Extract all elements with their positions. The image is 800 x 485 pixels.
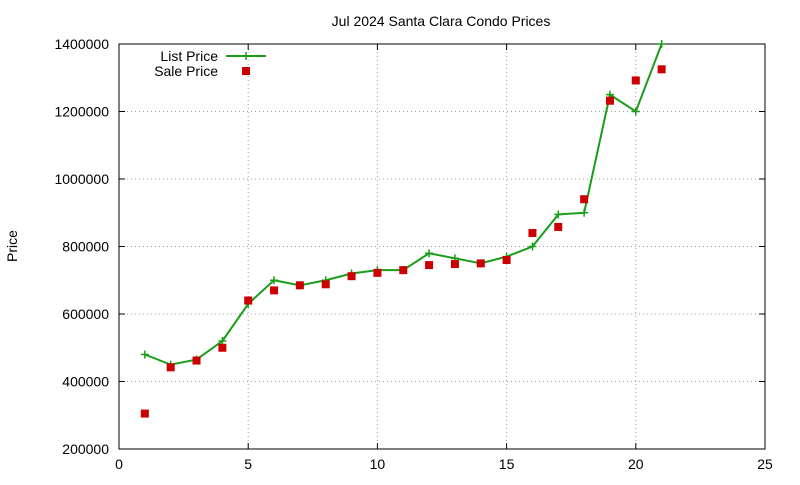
grid-lines [119,44,765,449]
sale-price-point [605,96,614,105]
y-tick-label: 600000 [62,306,109,322]
list-price-point [218,337,227,345]
x-tick-label: 20 [628,456,644,472]
legend-label: Sale Price [154,63,218,79]
y-tick-label: 1400000 [54,36,109,52]
list-price-point [528,242,537,251]
list-price-point [270,276,279,285]
sale-price-point [192,356,201,365]
sale-price-point [218,343,227,352]
y-tick-label: 1200000 [54,104,109,120]
sale-price-point [425,261,434,270]
sale-price-point [295,281,304,290]
x-tick-label: 25 [757,456,773,472]
sale-price-point [270,286,279,295]
legend-square-swatch [242,67,250,75]
sale-price-point [450,260,459,269]
sale-price-point [399,266,408,275]
sale-price-point [580,195,589,204]
list-price-point [425,249,434,258]
list-price-point [554,210,563,219]
chart-title: Jul 2024 Santa Clara Condo Prices [332,13,551,29]
axes: 0 5 10 15 20 25 200000 400000 600000 800000 100000… [54,36,773,472]
y-tick-label: 1000000 [54,171,109,187]
sale-price-point [554,222,563,231]
list-price-point [657,40,666,48]
y-tick-label: 800000 [62,239,109,255]
sale-price-point [502,256,511,264]
list-price-point [580,208,589,217]
legend-cross-swatch [242,52,250,60]
legend-label: List Price [160,48,218,64]
y-tick-label: 200000 [62,441,109,457]
list-price-point [631,107,640,116]
sale-price-point [476,259,485,268]
sale-price-point [321,280,330,289]
sale-price-point [373,268,382,277]
list-price-point [140,350,149,359]
x-tick-label: 0 [115,456,123,472]
sale-price-point [347,272,356,281]
sale-price-point [631,76,640,85]
x-tick-label: 15 [499,456,515,472]
y-tick-label: 400000 [62,374,109,390]
x-tick-label: 5 [244,456,252,472]
sale-price-point [528,229,537,237]
series-layer [140,40,666,418]
sale-price-point [244,296,253,305]
sale-price-point [166,363,175,372]
list-price-line [144,43,663,366]
x-tick-label: 10 [370,456,386,472]
sale-price-point [140,409,149,418]
sale-price-point [657,65,666,74]
y-axis-label: Price [4,230,20,262]
